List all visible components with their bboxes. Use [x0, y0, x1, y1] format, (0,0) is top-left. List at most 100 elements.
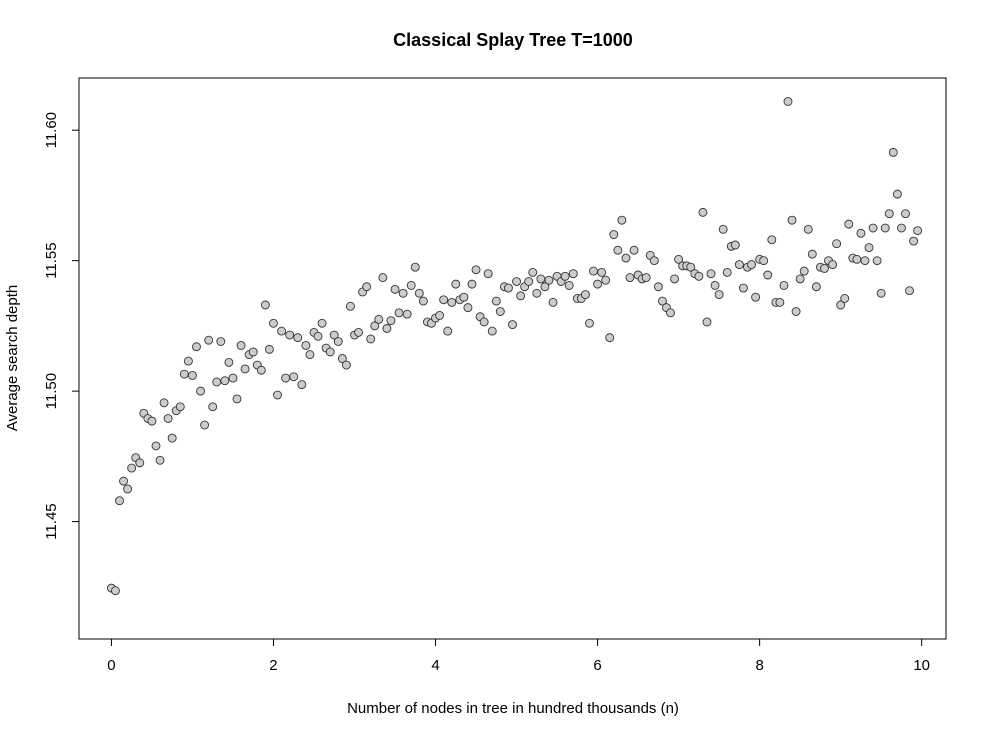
data-point	[248, 347, 258, 357]
data-point	[212, 377, 222, 387]
data-point	[657, 296, 667, 306]
data-point	[333, 337, 343, 346]
data-point	[151, 441, 161, 451]
x-tick-label: 2	[269, 657, 277, 674]
data-point	[666, 308, 675, 318]
data-point	[483, 269, 493, 279]
data-point	[370, 321, 380, 331]
data-point	[228, 373, 238, 383]
data-point	[779, 280, 789, 290]
data-point	[734, 260, 744, 270]
data-point	[256, 365, 266, 375]
data-point	[175, 402, 185, 412]
data-point	[467, 279, 477, 289]
data-point	[167, 433, 177, 443]
plot-frame	[78, 77, 947, 640]
data-point	[593, 279, 603, 289]
data-point	[649, 256, 659, 266]
data-point	[273, 390, 282, 400]
data-point	[625, 273, 635, 283]
data-point	[706, 269, 716, 279]
data-point	[783, 97, 793, 106]
data-point	[374, 314, 384, 324]
data-point	[135, 458, 145, 468]
data-point	[111, 586, 120, 596]
data-point	[868, 223, 878, 233]
data-point	[447, 297, 457, 307]
data-point	[277, 326, 287, 336]
data-point	[196, 386, 205, 396]
data-point	[629, 245, 639, 255]
data-point	[763, 270, 773, 280]
data-point	[532, 288, 542, 298]
data-point	[767, 235, 777, 245]
y-tick-label: 11.55	[43, 242, 60, 278]
data-point	[329, 330, 339, 340]
data-point	[759, 256, 769, 266]
chart-title: Classical Splay Tree T=1000	[393, 30, 633, 50]
data-point	[528, 267, 538, 277]
data-point	[390, 284, 400, 294]
data-point	[285, 330, 295, 340]
data-point	[905, 286, 914, 296]
data-point	[524, 277, 534, 286]
data-point	[451, 279, 461, 289]
data-point	[621, 253, 631, 263]
data-point	[163, 414, 173, 423]
data-point	[386, 316, 396, 326]
data-point	[155, 455, 165, 465]
data-point	[220, 376, 230, 386]
data-point	[913, 226, 923, 236]
data-point	[204, 335, 214, 345]
data-point	[799, 266, 809, 276]
data-point	[568, 269, 578, 279]
data-point	[418, 296, 428, 306]
data-point	[463, 303, 473, 313]
data-point	[337, 354, 347, 363]
data-point	[791, 307, 801, 316]
data-point	[795, 274, 805, 284]
data-point	[775, 297, 785, 307]
data-point	[909, 236, 919, 246]
data-point	[722, 267, 732, 277]
data-point	[860, 256, 870, 266]
data-point	[892, 189, 902, 199]
data-point	[686, 262, 696, 272]
data-point	[289, 372, 299, 382]
data-point	[127, 463, 137, 473]
x-tick-label: 10	[913, 657, 930, 674]
data-point	[313, 331, 323, 341]
y-tick-label: 11.50	[43, 373, 60, 409]
data-point	[159, 398, 169, 408]
data-point	[560, 271, 570, 281]
y-tick-label: 11.60	[43, 112, 60, 148]
data-point	[738, 283, 748, 293]
data-point	[585, 318, 594, 328]
data-point	[362, 282, 372, 292]
data-point	[508, 320, 517, 330]
data-point	[297, 380, 307, 390]
data-point	[293, 333, 303, 343]
x-axis-label: Number of nodes in tree in hundred thous…	[347, 700, 679, 717]
data-point	[844, 219, 854, 229]
x-tick-label: 0	[107, 657, 115, 674]
y-axis-label: Average search depth	[4, 285, 21, 432]
data-point	[260, 300, 270, 310]
data-point	[406, 280, 416, 290]
y-axis: 11.45 11.50 11.55 11.60	[43, 112, 79, 540]
data-point	[398, 288, 408, 298]
data-point	[200, 420, 210, 430]
data-point	[832, 239, 842, 249]
data-point	[609, 230, 619, 240]
data-point	[674, 254, 684, 264]
data-point	[301, 341, 311, 350]
data-point	[208, 402, 218, 412]
data-point	[487, 326, 497, 336]
data-point	[354, 327, 363, 337]
data-point	[718, 224, 728, 234]
data-point	[597, 267, 607, 277]
data-point	[548, 297, 558, 307]
data-point	[803, 224, 813, 234]
data-point	[495, 307, 505, 316]
